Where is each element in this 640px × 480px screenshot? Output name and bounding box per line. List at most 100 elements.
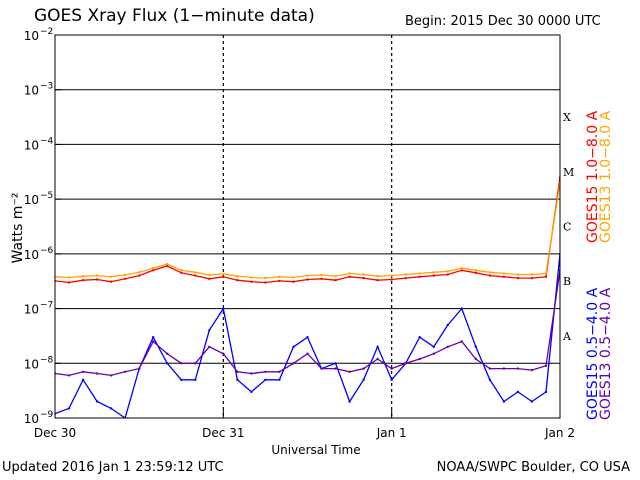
data-point <box>348 400 351 403</box>
data-point <box>488 271 492 274</box>
data-point <box>236 370 239 373</box>
data-point <box>516 276 520 280</box>
data-point <box>264 281 267 284</box>
data-point <box>376 357 379 361</box>
data-point <box>320 273 323 277</box>
data-point <box>320 367 323 370</box>
x-tick-labels: Dec 30 Dec 31 Jan 1 Jan 2 <box>34 410 575 440</box>
data-point <box>109 407 113 410</box>
data-point <box>109 374 113 377</box>
data-point <box>180 271 183 274</box>
data-point <box>544 364 548 367</box>
data-point <box>109 280 113 283</box>
y-tick-label: 10 <box>24 412 39 426</box>
begin-timestamp: Begin: 2015 Dec 30 0000 UTC <box>405 14 601 29</box>
x-tick-label: Jan 1 <box>376 426 407 440</box>
data-point <box>166 362 169 365</box>
flare-class-labels: A B C M X <box>562 111 574 343</box>
flare-class-label: B <box>563 275 571 288</box>
data-point <box>264 370 267 373</box>
data-point <box>123 273 127 277</box>
data-point <box>208 345 211 348</box>
data-point <box>334 279 337 282</box>
data-point <box>306 278 309 281</box>
data-point <box>404 276 407 280</box>
data-point <box>362 367 365 370</box>
flare-class-label: C <box>563 221 571 234</box>
y-tick-label: 10 <box>24 29 39 43</box>
data-point <box>460 269 463 272</box>
data-point <box>306 336 309 339</box>
data-point <box>109 275 113 278</box>
data-point <box>544 275 548 278</box>
data-point <box>418 357 421 361</box>
data-point <box>404 362 407 365</box>
data-point <box>95 400 99 403</box>
updated-timestamp: Updated 2016 Jan 1 23:59:12 UTC <box>2 460 224 475</box>
data-point <box>362 276 365 280</box>
data-point <box>152 266 155 270</box>
legend-item-2: GOES13 1.0−8.0 A <box>598 110 614 243</box>
x-axis-label: Universal Time <box>271 443 360 457</box>
y-tick-exponent: −6 <box>40 246 54 256</box>
data-point <box>446 273 449 276</box>
data-point <box>432 345 435 348</box>
flare-class-label: M <box>563 166 574 179</box>
data-point <box>123 370 127 373</box>
plot-frame <box>54 34 561 419</box>
data-point <box>278 279 281 283</box>
series-line-1 <box>55 177 560 284</box>
x-tick-label: Dec 30 <box>34 426 76 440</box>
data-point <box>432 352 435 355</box>
data-point <box>222 352 225 355</box>
data-point <box>81 279 85 282</box>
data-point <box>138 271 141 274</box>
data-point <box>250 372 253 375</box>
grid-layer <box>55 35 560 418</box>
flare-class-label: A <box>562 330 572 343</box>
y-tick-exponent: −2 <box>40 27 53 37</box>
y-tick-exponent: −9 <box>40 410 54 420</box>
data-point <box>404 273 407 276</box>
data-point <box>460 307 463 310</box>
data-point <box>306 274 309 277</box>
data-point <box>278 370 281 373</box>
data-point <box>320 277 323 280</box>
data-point <box>194 362 197 365</box>
data-point <box>530 400 534 403</box>
x-tick-label: Dec 31 <box>202 426 244 440</box>
data-point <box>334 367 337 370</box>
data-point <box>446 270 449 273</box>
y-tick-label: 10 <box>24 138 39 152</box>
data-point <box>278 275 281 278</box>
data-point <box>166 264 169 268</box>
data-point <box>208 329 211 332</box>
data-point <box>278 378 281 381</box>
data-point <box>292 362 295 365</box>
data-point <box>362 378 365 381</box>
credit-label: NOAA/SWPC Boulder, CO USA <box>436 460 630 475</box>
data-point <box>334 362 337 365</box>
data-point <box>432 274 435 277</box>
data-point <box>81 275 85 278</box>
data-point <box>152 340 155 343</box>
data-point <box>390 367 393 370</box>
data-point <box>236 279 239 282</box>
x-tick-label: Jan 2 <box>544 426 575 440</box>
data-point <box>446 345 449 348</box>
data-point <box>236 275 239 278</box>
y-tick-label: 10 <box>24 303 39 317</box>
series-line-2 <box>55 182 560 279</box>
data-point <box>348 272 351 275</box>
y-tick-label: 10 <box>24 84 39 98</box>
data-point <box>348 275 351 278</box>
data-point <box>390 378 393 381</box>
data-point <box>67 374 71 377</box>
data-point <box>222 275 225 278</box>
y-tick-exponent: −3 <box>40 82 53 92</box>
data-point <box>81 378 85 381</box>
data-point <box>180 362 183 365</box>
data-point <box>446 323 449 327</box>
data-point <box>67 276 71 279</box>
series-layer <box>55 176 560 418</box>
